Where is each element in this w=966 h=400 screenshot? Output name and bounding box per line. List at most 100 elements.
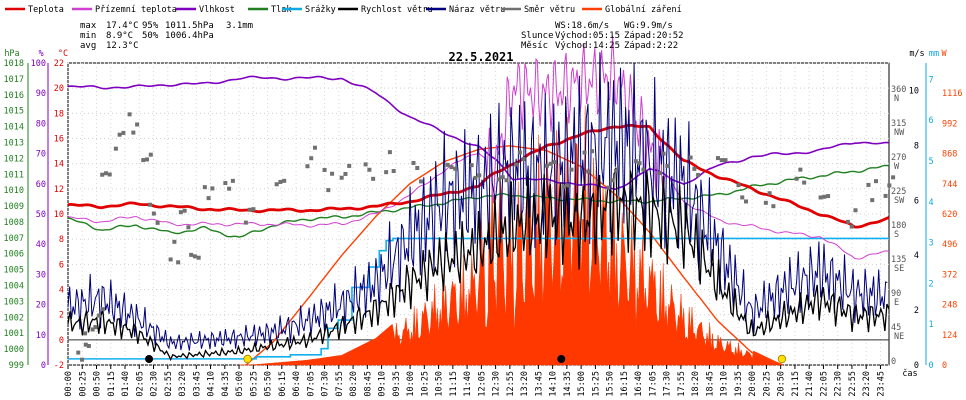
degc-tick-label: 2: [59, 311, 64, 321]
wind-direction-point: [565, 183, 570, 188]
x-tick-label: 02:55: [164, 371, 174, 397]
x-tick-label: 15:50: [606, 371, 616, 397]
wind-speed-line: [67, 167, 890, 362]
wind-direction-point: [606, 185, 611, 190]
mm-tick-label: 5: [928, 157, 933, 167]
degc-axis-label: °C: [58, 49, 68, 59]
hpa-tick-label: 1014: [4, 123, 24, 133]
x-tick-label: 00:50: [93, 371, 103, 397]
stat-min-label: min: [80, 31, 96, 41]
hpa-tick-label: 1002: [4, 313, 24, 323]
x-tick-label: 07:30: [321, 371, 331, 397]
hpa-tick-label: 1008: [4, 218, 24, 228]
pct-tick-label: 10: [36, 331, 46, 341]
x-tick-label: 13:45: [534, 371, 544, 397]
radiation-theoretical-line: [245, 145, 784, 366]
dir-tick-suffix: S: [894, 230, 899, 240]
wind-direction-point: [883, 193, 888, 198]
wind-direction-point: [477, 173, 482, 178]
pct-tick-label: 0: [41, 361, 46, 371]
x-tick-label: 01:40: [121, 371, 131, 397]
wind-direction-point: [826, 194, 831, 199]
wind-direction-point: [330, 171, 335, 176]
wind-direction-point: [740, 195, 745, 200]
wind-direction-point: [445, 162, 450, 167]
wind-direction-point: [347, 163, 352, 168]
wind-direction-point: [131, 130, 136, 135]
wind-direction-point: [189, 252, 194, 257]
wind-direction-point: [363, 162, 368, 167]
degc-tick-label: 8: [59, 235, 64, 245]
hpa-tick-label: 1004: [4, 282, 24, 292]
stat-max-temp: 17.4°C: [106, 21, 139, 31]
hpa-tick-label: 1017: [4, 75, 24, 85]
pct-tick-label: 100: [31, 59, 46, 69]
dir-tick-suffix: N: [894, 94, 899, 104]
legend-label: Rychlost větru: [361, 5, 433, 15]
x-tick-label: 08:20: [349, 371, 359, 397]
pct-axis-label: %: [38, 49, 43, 59]
wind-direction-point: [83, 331, 88, 336]
degc-tick-label: 22: [54, 59, 64, 69]
hpa-tick-label: 1009: [4, 202, 24, 212]
hpa-axis-label: hPa: [4, 49, 19, 59]
wind-direction-point: [500, 175, 505, 180]
wind-direction-point: [665, 163, 670, 168]
x-tick-label: 04:10: [207, 371, 217, 397]
x-tick-label: 15:25: [591, 371, 601, 397]
dir-tick-label: 180: [891, 221, 906, 231]
wind-direction-point: [845, 219, 850, 224]
radiation-area-fill: [239, 105, 784, 366]
wind-direction-point: [887, 183, 892, 188]
legend-label: Přízemní teplota: [95, 5, 177, 15]
temperature-line: [67, 123, 890, 229]
x-tick-label: 16:40: [634, 371, 644, 397]
wind-direction-point: [696, 172, 701, 177]
dir-tick-label: 0: [891, 357, 896, 367]
wind-direction-point: [891, 175, 896, 180]
dir-tick-suffix: E: [894, 298, 899, 308]
wind-direction-point: [633, 159, 638, 164]
wind-direction-point: [610, 178, 615, 183]
wind-direction-point: [744, 199, 749, 204]
x-tick-label: 14:35: [563, 371, 573, 397]
wind-direction-point: [866, 182, 871, 187]
moon-marker: [145, 355, 154, 363]
stat-max-press: 1011.5hPa: [165, 21, 214, 31]
x-tick-label: 19:35: [734, 371, 744, 397]
w-tick-label: 248: [942, 301, 957, 311]
stat-sun-label: Slunce: [521, 31, 554, 41]
wind-direction-point: [90, 327, 95, 332]
pct-tick-label: 70: [36, 150, 46, 160]
wind-direction-point: [794, 176, 799, 181]
wind-direction-point: [196, 255, 201, 260]
wind-direction-point: [100, 172, 105, 177]
wind-direction-point: [367, 167, 372, 172]
dir-tick-label: 315: [891, 119, 906, 129]
degc-tick-label: 20: [54, 84, 64, 94]
dir-tick-label: 225: [891, 187, 906, 197]
wind-direction-point: [517, 150, 522, 155]
wind-direction-point: [569, 167, 574, 172]
wind-direction-point: [282, 178, 287, 183]
x-tick-label: 00:00: [64, 371, 74, 397]
wind-direction-point: [514, 162, 519, 167]
x-tick-label: 08:45: [363, 371, 373, 397]
legend-label: Teplota: [28, 5, 64, 15]
stat-max-label: max: [80, 21, 97, 31]
w-tick-label: 620: [942, 210, 957, 220]
hpa-tick-label: 1006: [4, 250, 24, 260]
pct-tick-label: 40: [36, 240, 46, 250]
wind-direction-point: [247, 207, 252, 212]
wind-direction-point: [76, 350, 81, 355]
x-tick-label: 12:05: [477, 371, 487, 397]
x-tick-label: 02:05: [135, 371, 145, 397]
hpa-tick-label: 1015: [4, 107, 24, 117]
stat-min-hum: 50%: [142, 31, 159, 41]
wind-direction-point: [278, 179, 283, 184]
wind-direction-point: [849, 224, 854, 229]
hpa-tick-label: 1001: [4, 329, 24, 339]
wind-direction-point: [223, 181, 228, 186]
dir-tick-label: 45: [891, 323, 901, 333]
wind-direction-point: [562, 184, 567, 189]
